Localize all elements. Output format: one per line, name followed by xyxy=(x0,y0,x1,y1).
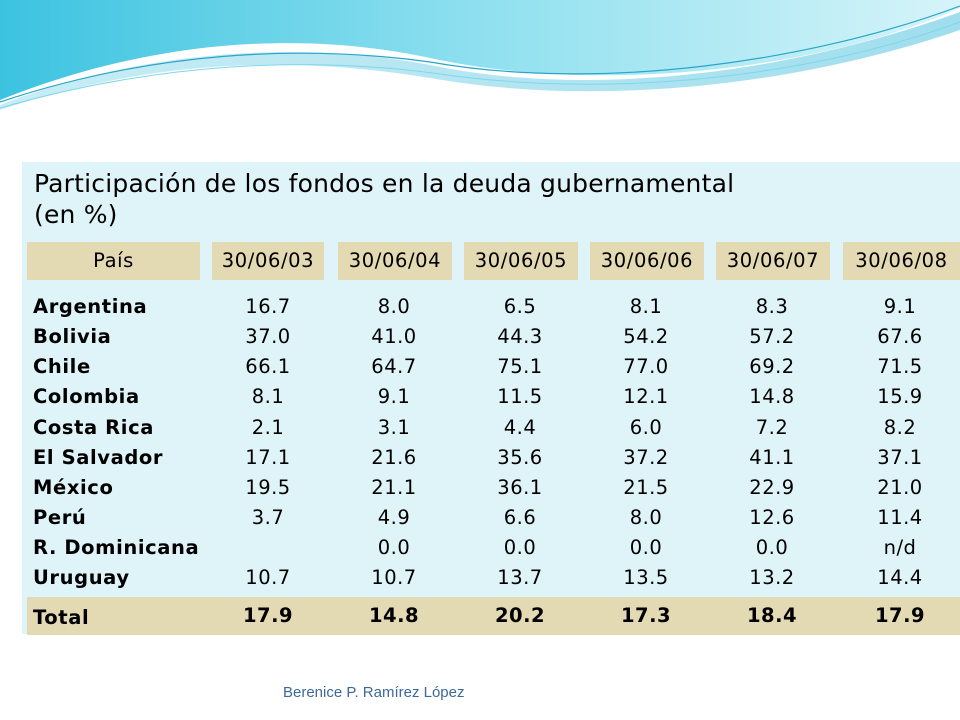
total-value-cell: 17.9 xyxy=(874,604,926,627)
total-value-cell: 17.9 xyxy=(242,604,294,627)
value-cell: 11.4 xyxy=(877,506,923,529)
header-cell-date: 30/06/03 xyxy=(212,242,324,280)
value-cell: 21.1 xyxy=(371,476,417,499)
decorative-wave-banner xyxy=(0,0,960,110)
value-cell: 3.7 xyxy=(251,506,285,529)
header-cell-date: 30/06/08 xyxy=(843,242,960,280)
value-cell: 0.0 xyxy=(377,536,411,559)
value-cell: 35.6 xyxy=(497,446,543,469)
value-cell: 0.0 xyxy=(629,536,663,559)
value-cell: 37.2 xyxy=(623,446,669,469)
value-cell: 36.1 xyxy=(497,476,543,499)
total-label: Total xyxy=(33,606,90,629)
total-value-cell: 17.3 xyxy=(620,604,672,627)
value-cell: 14.8 xyxy=(749,385,795,408)
total-value-cell: 20.2 xyxy=(494,604,546,627)
value-cell: 75.1 xyxy=(497,355,543,378)
header-cell-country: País xyxy=(27,242,200,280)
country-label: Argentina xyxy=(33,295,148,318)
value-cell: 64.7 xyxy=(371,355,417,378)
value-cell: 0.0 xyxy=(503,536,537,559)
header-date-label: 30/06/03 xyxy=(221,249,315,272)
country-label: R. Dominicana xyxy=(33,536,200,559)
value-cell: 8.3 xyxy=(755,295,789,318)
header-cell-date: 30/06/06 xyxy=(590,242,704,280)
header-date-label: 30/06/06 xyxy=(600,249,694,272)
header-cell-date: 30/06/07 xyxy=(716,242,830,280)
header-date-label: 30/06/07 xyxy=(726,249,820,272)
value-cell: 57.2 xyxy=(749,325,795,348)
value-cell: 37.1 xyxy=(877,446,923,469)
country-label: Chile xyxy=(33,355,91,378)
value-cell: 13.7 xyxy=(497,566,543,589)
value-cell: 41.1 xyxy=(749,446,795,469)
value-cell: 15.9 xyxy=(877,385,923,408)
value-cell: 12.1 xyxy=(623,385,669,408)
country-label: Costa Rica xyxy=(33,416,155,439)
value-cell: 6.6 xyxy=(503,506,537,529)
total-value-cell: 18.4 xyxy=(746,604,798,627)
value-cell: 21.5 xyxy=(623,476,669,499)
header-date-label: 30/06/04 xyxy=(348,249,442,272)
value-cell: 6.5 xyxy=(503,295,537,318)
title-line-1: Participación de los fondos en la deuda … xyxy=(34,169,735,198)
table-title: Participación de los fondos en la deuda … xyxy=(34,168,934,230)
value-cell: 9.1 xyxy=(377,385,411,408)
header-country-label: País xyxy=(93,249,134,272)
value-cell: n/d xyxy=(883,536,917,559)
country-label: México xyxy=(33,476,114,499)
value-cell: 4.4 xyxy=(503,416,537,439)
value-cell: 14.4 xyxy=(877,566,923,589)
value-cell: 10.7 xyxy=(245,566,291,589)
value-cell: 6.0 xyxy=(629,416,663,439)
country-label: Bolivia xyxy=(33,325,112,348)
country-label: El Salvador xyxy=(33,446,164,469)
value-cell: 66.1 xyxy=(245,355,291,378)
value-cell: 19.5 xyxy=(245,476,291,499)
value-cell: 2.1 xyxy=(251,416,285,439)
value-cell: 8.2 xyxy=(883,416,917,439)
value-cell: 69.2 xyxy=(749,355,795,378)
value-cell: 54.2 xyxy=(623,325,669,348)
header-date-label: 30/06/05 xyxy=(474,249,568,272)
total-value-cell: 14.8 xyxy=(368,604,420,627)
value-cell: 8.1 xyxy=(251,385,285,408)
value-cell: 37.0 xyxy=(245,325,291,348)
value-cell: 21.0 xyxy=(877,476,923,499)
value-cell: 11.5 xyxy=(497,385,543,408)
value-cell: 3.1 xyxy=(377,416,411,439)
value-cell: 17.1 xyxy=(245,446,291,469)
header-cell-date: 30/06/04 xyxy=(338,242,452,280)
value-cell: 0.0 xyxy=(755,536,789,559)
value-cell: 16.7 xyxy=(245,295,291,318)
value-cell: 41.0 xyxy=(371,325,417,348)
country-label: Uruguay xyxy=(33,566,130,589)
header-cell-date: 30/06/05 xyxy=(464,242,578,280)
country-label: Colombia xyxy=(33,385,140,408)
table-panel: Participación de los fondos en la deuda … xyxy=(22,162,960,635)
header-date-label: 30/06/08 xyxy=(855,249,948,272)
value-cell: 71.5 xyxy=(877,355,923,378)
value-cell: 21.6 xyxy=(371,446,417,469)
value-cell: 12.6 xyxy=(749,506,795,529)
value-cell: 8.0 xyxy=(629,506,663,529)
total-row: Total 17.9 14.8 20.2 17.3 18.4 17.9 xyxy=(27,597,960,635)
value-cell: 9.1 xyxy=(883,295,917,318)
title-line-2: (en %) xyxy=(34,200,118,229)
value-cell: 7.2 xyxy=(755,416,789,439)
value-cell: 13.5 xyxy=(623,566,669,589)
value-cell: 13.2 xyxy=(749,566,795,589)
value-cell: 67.6 xyxy=(877,325,923,348)
value-cell: 4.9 xyxy=(377,506,411,529)
value-cell: 8.1 xyxy=(629,295,663,318)
value-cell: 10.7 xyxy=(371,566,417,589)
footer-author: Berenice P. Ramírez López xyxy=(283,684,465,701)
value-cell: 77.0 xyxy=(623,355,669,378)
value-cell: 44.3 xyxy=(497,325,543,348)
value-cell: 22.9 xyxy=(749,476,795,499)
value-cell: 8.0 xyxy=(377,295,411,318)
country-label: Perú xyxy=(33,506,87,529)
